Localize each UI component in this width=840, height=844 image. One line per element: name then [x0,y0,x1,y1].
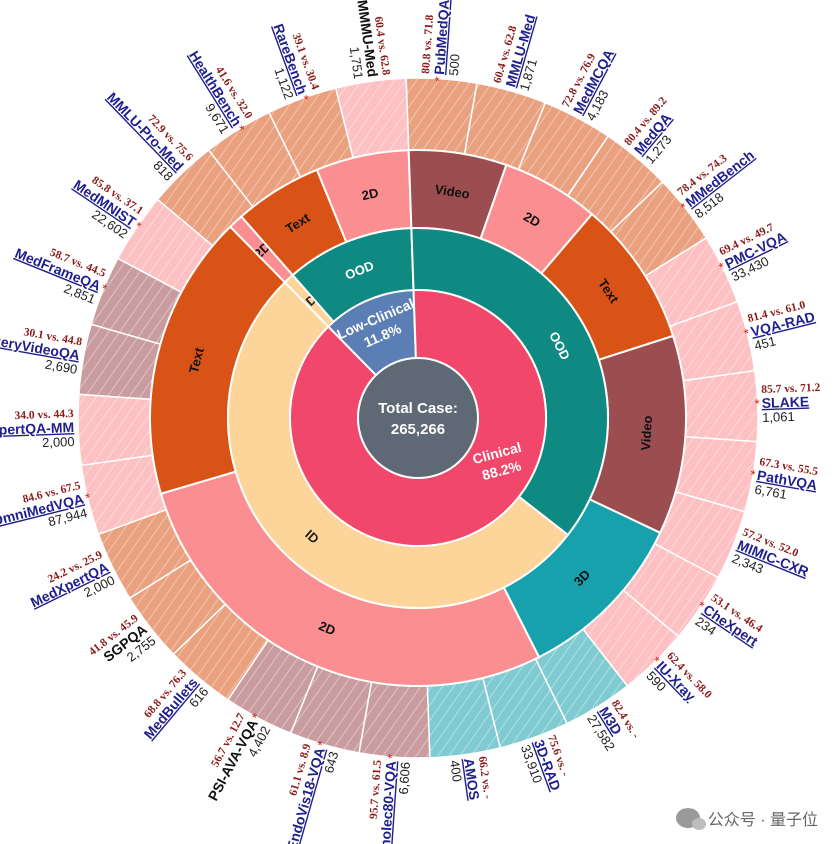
dataset-name-26[interactable]: MMLU-Pro-Med [104,89,187,174]
dataset-vs-22: 34.0 vs. 44.3 [14,408,74,422]
dataset-star-24: * [99,281,109,297]
dataset-name-7[interactable]: SLAKE [761,393,809,411]
wechat-icon [675,808,706,830]
modality-label-6: Video [638,415,655,451]
dataset-name-15[interactable]: Cholec80-VQA [376,760,399,844]
dataset-count-16: 643 [321,750,341,775]
dataset-vs-15: 95.7 vs. 61.5 [368,759,384,819]
dataset-name-0[interactable]: PubMedQA [431,0,452,75]
dataset-star-7: * [754,396,760,411]
dataset-hatch-28 [268,88,354,178]
dataset-star-21: * [84,490,93,506]
dataset-count-22: 2,000 [42,434,75,450]
dataset-count-23: 2,690 [44,357,79,377]
dataset-name-14[interactable]: AMOS [461,757,483,801]
dataset-hatch-16 [290,666,372,753]
dataset-count-29: 1,751 [347,46,366,80]
dataset-count-14: 400 [447,759,465,783]
dataset-hatch-1 [464,83,546,170]
dataset-count-0: 500 [446,53,462,76]
dataset-hatch-11 [582,590,679,686]
dataset-hatch-23 [78,324,161,400]
dataset-count-7: 1,061 [762,409,795,425]
modality-label-2: 2D [360,185,379,203]
dataset-hatch-25 [117,199,213,293]
modality-label-9: Text [186,345,207,374]
modality-label-3: Video [434,182,471,202]
dataset-star-5: * [716,259,727,275]
dataset-hatch-0 [406,78,478,155]
dataset-hatch-7 [683,370,758,442]
dataset-name-22[interactable]: MedXpertQA-MM [0,419,74,439]
dataset-hatch-5 [645,237,738,327]
dataset-star-6: * [743,326,752,342]
modality-label-4: 2D [521,209,543,230]
dataset-hatch-24 [91,258,182,345]
dataset-hatch-10 [623,543,719,637]
dataset-hatch-27 [208,112,301,207]
dataset-hatch-14 [427,678,501,758]
dataset-hatch-26 [157,150,254,246]
dataset-hatch-3 [567,136,663,232]
dataset-hatch-17 [227,640,318,734]
dataset-count-8: 6,761 [753,482,788,502]
dataset-star-15: * [384,753,399,759]
dataset-star-8: * [749,467,757,483]
dataset-star-17: * [249,711,265,723]
dataset-hatch-9 [654,491,745,578]
dataset-hatch-15 [358,681,430,758]
dataset-hatch-6 [669,301,755,381]
dataset-hatch-13 [482,658,568,748]
dataset-star-28: * [296,93,312,103]
watermark-text: 公众号 · 量子位 [707,812,818,829]
dataset-count-6: 451 [753,333,778,353]
dataset-hatch-18 [173,604,269,700]
modality-label-8: 2D [317,618,338,638]
dataset-star-0: * [432,76,447,82]
center-disc [357,357,479,479]
dataset-hatch-20 [98,509,191,599]
dataset-vs-0: 80.8 vs. 71.8 [420,14,436,74]
dataset-hatch-21 [81,455,167,535]
dataset-vs-7: 85.7 vs. 71.2 [761,382,821,396]
dataset-hatch-12 [535,629,628,724]
dataset-hatch-29 [335,78,409,158]
dataset-count-15: 6,606 [396,761,413,795]
dataset-star-16: * [314,739,330,748]
watermark: 公众号 · 量子位 [675,806,818,830]
dataset-hatch-22 [78,394,153,466]
total-case-value: 265,266 [391,421,445,438]
dataset-vs-14: 66.2 vs. - [476,756,494,800]
dataset-hatch-2 [518,102,609,196]
dataset-outer-ring [77,77,759,759]
total-case-label: Total Case: [378,400,458,417]
dataset-hatch-8 [675,436,758,512]
